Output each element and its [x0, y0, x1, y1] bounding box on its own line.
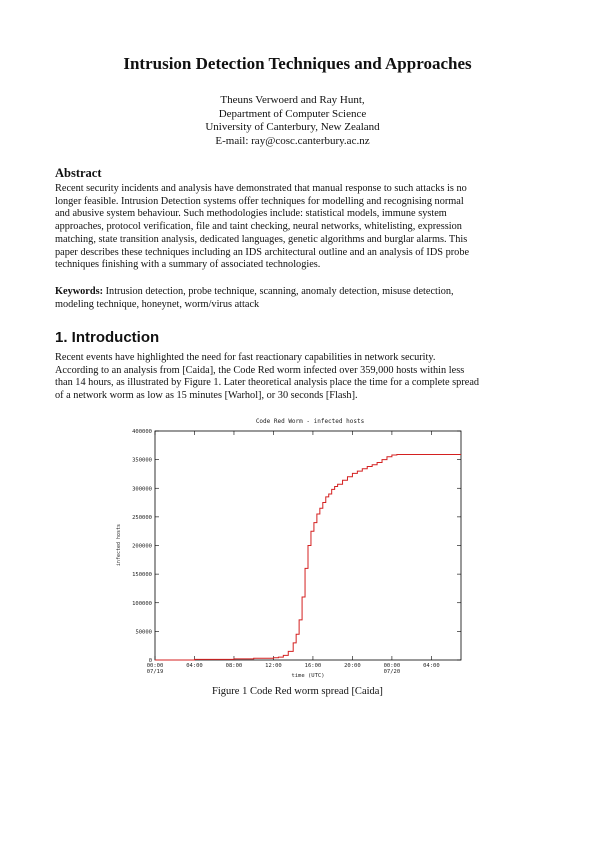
y-tick-label: 400000 — [132, 429, 152, 435]
introduction-text: Recent events have highlighted the need … — [55, 352, 575, 403]
x-tick-date-label: 07/20 — [384, 669, 401, 675]
abstract-line: Recent security incidents and analysis h… — [55, 183, 467, 194]
x-tick-label: 12:00 — [265, 663, 282, 669]
author-names: Theuns Verwoerd and Ray Hunt, — [220, 94, 365, 106]
intro-line: of a network worm as low as 15 minutes [… — [55, 390, 358, 402]
y-tick-label: 300000 — [132, 486, 152, 492]
abstract-line: longer feasible. Intrusion Detection sys… — [55, 195, 464, 207]
y-tick-label: 350000 — [132, 458, 152, 464]
figure-code-red-chart: Code Red Worm - infected hosts 0 50000 100… — [100, 410, 500, 685]
abstract-line: matching, state transition analysis, ded… — [55, 233, 468, 245]
y-tick-label: 150000 — [132, 572, 152, 578]
intro-line: than 14 hours, as illustrated by Figure … — [55, 377, 480, 389]
y-tick-label: 200000 — [132, 544, 152, 550]
abstract-text: Recent security incidents and analysis h… — [55, 183, 575, 272]
keywords-text: Intrusion detection, probe technique, sc… — [103, 286, 454, 297]
section-heading-introduction: 1. Introduction — [55, 329, 160, 346]
chart-title: Code Red Worm - infected hosts — [256, 418, 365, 425]
figure-caption: Figure 1 Code Red worm spread [Caida] — [212, 686, 383, 697]
abstract-heading: Abstract — [55, 166, 102, 180]
keywords-line: Keywords: Intrusion detection, probe tec… — [55, 286, 575, 299]
x-tick-label: 16:00 — [305, 663, 322, 669]
x-tick-label: 04:00 — [423, 663, 440, 669]
abstract-line: approaches, protocol verification, file … — [55, 221, 462, 233]
abstract-line: techniques finishing with a summary of a… — [55, 259, 321, 271]
intro-line: Recent events have highlighted the need … — [55, 352, 436, 363]
y-axis-label: infected hosts — [116, 524, 122, 566]
paper-title: Intrusion Detection Techniques and Appro… — [123, 54, 472, 73]
keywords-label: Keywords: — [55, 286, 104, 297]
author-block: Theuns Verwoerd and Ray Hunt, Department… — [0, 94, 585, 148]
x-tick-date-label: 07/19 — [147, 669, 164, 675]
y-tick-label: 250000 — [132, 515, 152, 521]
intro-line: According to an analysis from [Caida], t… — [55, 364, 465, 376]
x-tick-label: 08:00 — [226, 663, 243, 669]
y-tick-label: 50000 — [135, 629, 152, 635]
y-axis: 0 50000 100000 150000 200000 250000 300000 3500… — [132, 429, 461, 664]
series-line-infected-hosts — [155, 453, 461, 661]
author-email: E-mail: ray@cosc.canterbury.ac.nz — [215, 134, 370, 147]
y-tick-label: 100000 — [132, 601, 152, 607]
x-axis-label: time (UTC) — [291, 673, 324, 679]
abstract-line: and abusive system behaviour. Such metho… — [55, 208, 447, 220]
x-tick-label: 20:00 — [344, 663, 361, 669]
abstract-line: paper describes these techniques includi… — [55, 246, 470, 258]
y-tick-label: 0 — [149, 658, 152, 664]
keywords-line: modeling technique, honeynet, worm/virus… — [55, 298, 260, 310]
line-chart: Code Red Worm - infected hosts 0 50000 100… — [116, 418, 462, 679]
x-tick-label: 00:00 — [147, 663, 164, 669]
author-department: Department of Computer Science — [218, 107, 367, 120]
x-tick-label: 00:00 — [384, 663, 401, 669]
keywords-paragraph: Keywords: Intrusion detection, probe tec… — [55, 286, 575, 311]
author-university: University of Canterbury, New Zealand — [205, 121, 380, 133]
x-tick-label: 04:00 — [186, 663, 203, 669]
